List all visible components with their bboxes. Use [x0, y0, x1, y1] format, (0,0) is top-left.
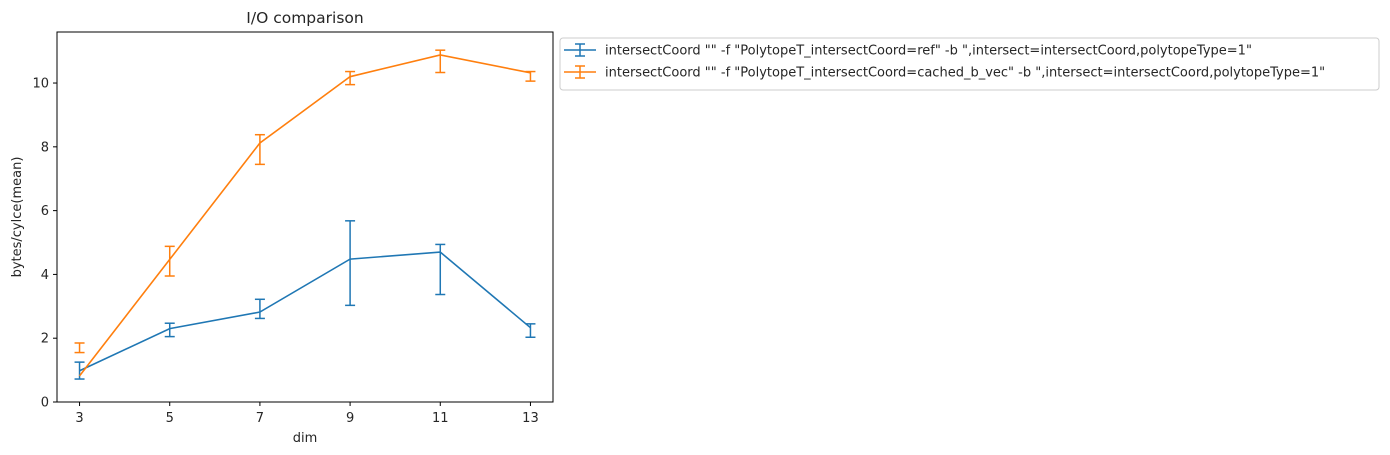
error-bar — [74, 342, 85, 354]
x-tick-label: 11 — [432, 411, 449, 426]
x-tick-label: 3 — [75, 411, 83, 426]
error-bar — [164, 322, 175, 338]
x-tick-label: 5 — [166, 411, 174, 426]
legend-handle — [564, 65, 596, 79]
legend-entry-1: intersectCoord "" -f "PolytopeT_intersec… — [564, 43, 1252, 59]
y-tick-label: 0 — [41, 396, 49, 411]
legend-entry-2: intersectCoord "" -f "PolytopeT_intersec… — [564, 65, 1325, 81]
legend-handle — [564, 43, 596, 57]
error-bar — [164, 245, 175, 277]
plot-area-frame — [56, 31, 554, 403]
y-tick-label: 10 — [32, 77, 49, 92]
error-bar — [525, 323, 536, 338]
series-line — [79, 251, 531, 372]
x-tick-label: 7 — [256, 411, 264, 426]
series-1 — [74, 220, 536, 380]
error-bar — [254, 298, 265, 320]
x-tick-label: 13 — [522, 411, 539, 426]
legend-frame — [559, 37, 1380, 91]
error-bar — [435, 243, 446, 296]
y-tick-label: 8 — [41, 140, 49, 155]
y-axis-label: bytes/cylce(mean) — [10, 157, 25, 278]
y-tick-label: 6 — [41, 204, 49, 219]
y-tick-label: 2 — [41, 332, 49, 347]
x-axis-label: dim — [293, 431, 318, 446]
error-bar — [345, 220, 356, 307]
legend-label: intersectCoord "" -f "PolytopeT_intersec… — [605, 66, 1325, 81]
error-bar — [254, 133, 265, 166]
series-2 — [74, 49, 536, 377]
y-tick-label: 4 — [41, 268, 49, 283]
error-bar — [74, 361, 85, 380]
error-bar — [345, 70, 356, 86]
legend-label: intersectCoord "" -f "PolytopeT_intersec… — [605, 44, 1252, 59]
x-tick-label: 9 — [346, 411, 354, 426]
error-bar — [525, 70, 536, 82]
error-bar — [435, 49, 446, 74]
chart-title: I/O comparison — [246, 9, 363, 27]
series-line — [78, 54, 531, 377]
legend: intersectCoord "" -f "PolytopeT_intersec… — [559, 37, 1380, 91]
